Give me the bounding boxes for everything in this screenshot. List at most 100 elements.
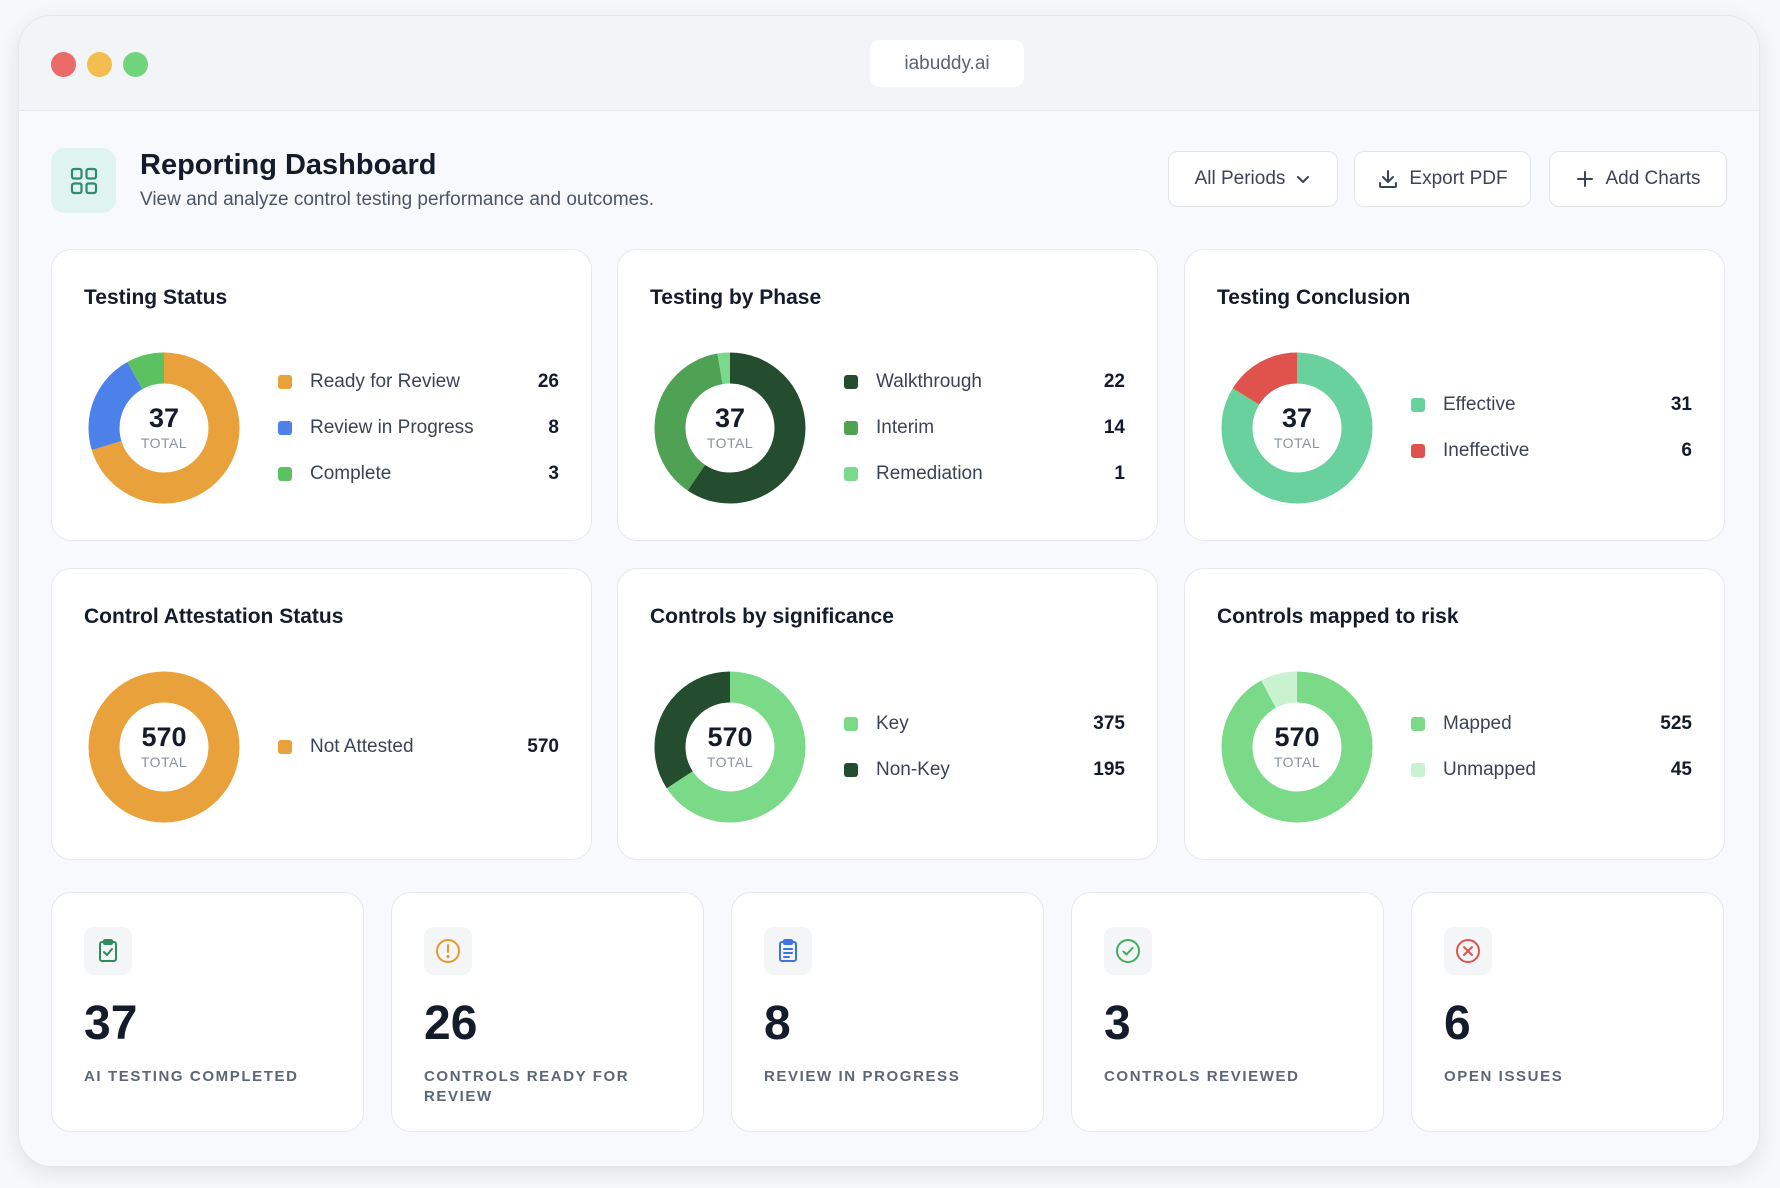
export-pdf-label: Export PDF <box>1409 168 1508 189</box>
check-circle-icon <box>1104 927 1152 975</box>
donut-total-value: 570 <box>707 722 753 752</box>
donut-segment-remediation <box>654 352 806 504</box>
legend-value: 375 <box>1093 713 1125 734</box>
legend-label: Review in Progress <box>310 417 474 438</box>
legend-swatch <box>844 421 858 435</box>
donut-center: 570 TOTAL <box>88 671 240 823</box>
stat-card-controls-reviewed: 3 CONTROLS REVIEWED <box>1071 892 1384 1132</box>
stat-card-open-issues: 6 OPEN ISSUES <box>1411 892 1724 1132</box>
card-title: Controls by significance <box>650 605 894 628</box>
donut-total-label: TOTAL <box>140 435 188 451</box>
donut-chart: 570 TOTAL <box>1221 671 1373 823</box>
legend-value: 14 <box>1103 417 1125 438</box>
legend-label: Ready for Review <box>310 371 460 392</box>
legend-value: 195 <box>1093 759 1125 780</box>
donut-segment-review-in-progress <box>88 352 240 504</box>
plus-icon <box>1577 171 1594 187</box>
legend-value: 31 <box>1670 394 1692 415</box>
legend-label: Mapped <box>1443 713 1512 734</box>
legend-label: Not Attested <box>310 736 414 757</box>
legend-item-interim: Interim 14 <box>844 413 1125 443</box>
period-dropdown[interactable]: All Periods <box>1168 151 1338 207</box>
legend-value: 3 <box>548 463 559 484</box>
browser-window: iabuddy.ai Reporting Dashboard View and … <box>18 15 1760 1167</box>
legend-swatch <box>278 375 292 389</box>
legend-item-mapped: Mapped 525 <box>1411 709 1692 739</box>
download-icon <box>1379 170 1398 188</box>
legend-item-key: Key 375 <box>844 709 1125 739</box>
control-attestation-status-card: Control Attestation Status 570 TOTAL Not At… <box>51 568 592 860</box>
card-title: Testing Status <box>84 286 228 309</box>
legend-value: 22 <box>1103 371 1125 392</box>
donut-segment-non-key <box>654 671 806 823</box>
legend-swatch <box>1411 398 1425 412</box>
legend-swatch <box>844 763 858 777</box>
stat-card-review-in-progress: 8 REVIEW IN PROGRESS <box>731 892 1044 1132</box>
legend-label: Remediation <box>876 463 983 484</box>
donut-center: 570 TOTAL <box>654 671 806 823</box>
legend-swatch <box>278 421 292 435</box>
legend-item-ready-for-review: Ready for Review 26 <box>278 367 559 397</box>
legend-swatch <box>1411 717 1425 731</box>
stat-value: 3 <box>1104 997 1131 1050</box>
legend-swatch <box>278 467 292 481</box>
donut-total-label: TOTAL <box>706 754 754 770</box>
stat-value: 6 <box>1444 997 1471 1050</box>
legend-value: 26 <box>537 371 559 392</box>
minimize-window-button[interactable] <box>87 52 112 77</box>
donut-chart: 570 TOTAL <box>654 671 806 823</box>
stat-label: OPEN ISSUES <box>1444 1068 1564 1085</box>
legend-swatch <box>844 375 858 389</box>
legend-swatch <box>844 717 858 731</box>
donut-chart: 37 TOTAL <box>1221 352 1373 504</box>
card-title: Control Attestation Status <box>84 605 344 628</box>
legend-label: Interim <box>876 417 935 438</box>
period-dropdown-label: All Periods <box>1194 168 1286 189</box>
controls-mapped-to-risk-card: Controls mapped to risk 570 TOTAL Mapped 525… <box>1184 568 1725 860</box>
stat-label: AI TESTING COMPLETED <box>84 1068 299 1085</box>
page-title: Reporting Dashboard <box>140 149 437 181</box>
legend-label: Complete <box>310 463 392 484</box>
legend-swatch <box>844 467 858 481</box>
donut-segment-complete <box>88 352 240 504</box>
x-circle-icon <box>1444 927 1492 975</box>
testing-status-card: Testing Status 37 TOTAL Ready for Review 26 R… <box>51 249 592 541</box>
alert-circle-icon <box>424 927 472 975</box>
add-charts-button[interactable]: Add Charts <box>1549 151 1727 207</box>
legend-value: 1 <box>1114 463 1125 484</box>
legend-swatch <box>1411 444 1425 458</box>
dashboard-grid-icon <box>51 148 116 213</box>
legend-label: Key <box>876 713 909 734</box>
donut-chart: 570 TOTAL <box>88 671 240 823</box>
controls-by-significance-card: Controls by significance 570 TOTAL Key 375 No… <box>617 568 1158 860</box>
title-bar: iabuddy.ai <box>19 16 1759 111</box>
donut-center: 570 TOTAL <box>1221 671 1373 823</box>
legend-value: 570 <box>527 736 559 757</box>
address-bar[interactable]: iabuddy.ai <box>870 40 1024 87</box>
donut-total-value: 570 <box>1274 722 1320 752</box>
donut-total-value: 37 <box>714 403 746 433</box>
donut-total-label: TOTAL <box>706 435 754 451</box>
close-window-button[interactable] <box>51 52 76 77</box>
donut-total-value: 37 <box>1281 403 1313 433</box>
donut-chart: 37 TOTAL <box>654 352 806 504</box>
donut-segment-not-attested <box>88 671 240 823</box>
page-subtitle: View and analyze control testing perform… <box>140 189 655 210</box>
legend-item-walkthrough: Walkthrough 22 <box>844 367 1125 397</box>
chevron-down-icon <box>1297 176 1310 183</box>
legend-label: Walkthrough <box>876 371 982 392</box>
export-pdf-button[interactable]: Export PDF <box>1354 151 1531 207</box>
stat-value: 37 <box>84 997 138 1050</box>
legend-label: Ineffective <box>1443 440 1530 461</box>
card-title: Testing by Phase <box>650 286 822 309</box>
donut-center: 37 TOTAL <box>654 352 806 504</box>
legend-item-complete: Complete 3 <box>278 459 559 489</box>
card-title: Controls mapped to risk <box>1217 605 1459 628</box>
stat-label: CONTROLS REVIEWED <box>1104 1068 1300 1085</box>
donut-total-label: TOTAL <box>1273 754 1321 770</box>
legend-item-unmapped: Unmapped 45 <box>1411 755 1692 785</box>
stat-card-ai-testing-completed: 37 AI TESTING COMPLETED <box>51 892 364 1132</box>
donut-total-value: 570 <box>141 722 187 752</box>
donut-total-value: 37 <box>148 403 180 433</box>
maximize-window-button[interactable] <box>123 52 148 77</box>
